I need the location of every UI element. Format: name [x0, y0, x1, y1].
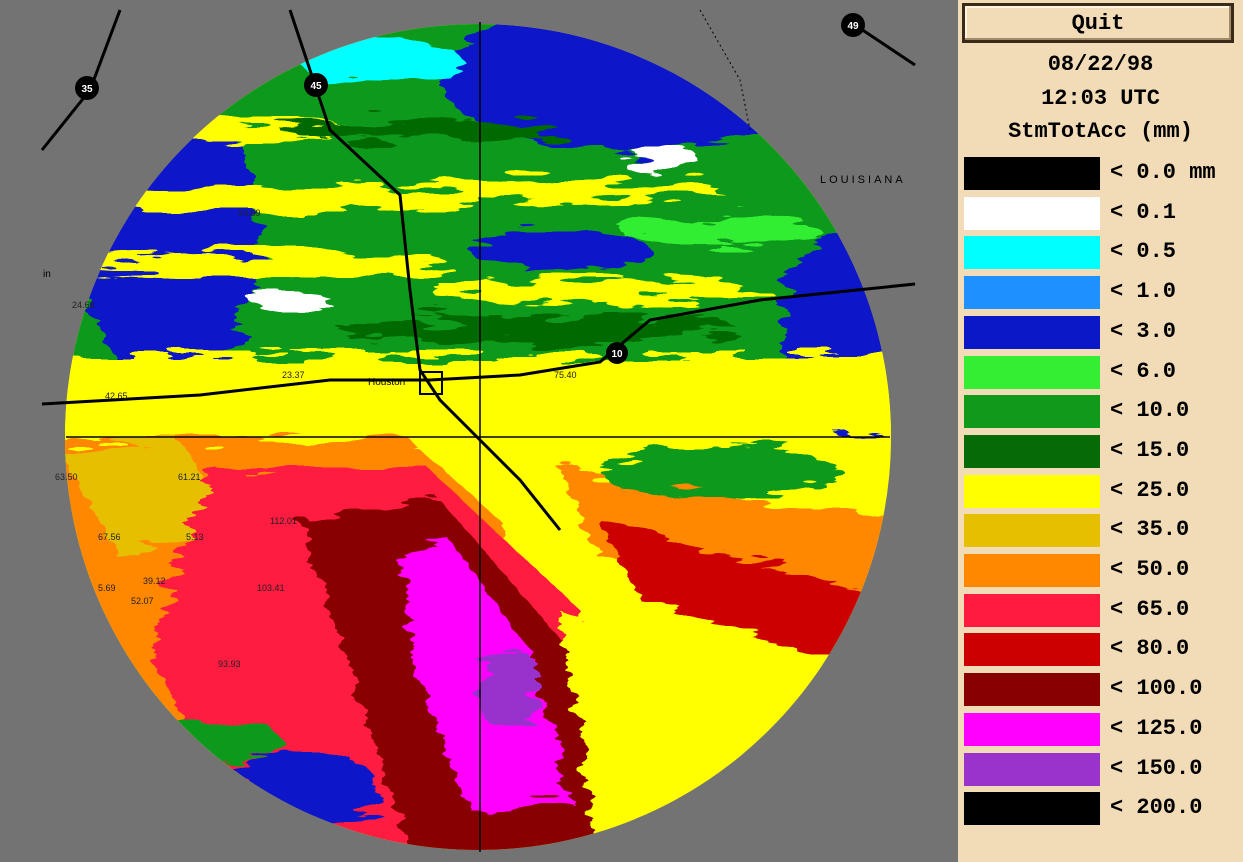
gauge-label: 63.50 — [55, 472, 78, 482]
legend-swatch — [964, 673, 1100, 707]
legend-label: < 0.0 mm — [1110, 160, 1216, 185]
shield-label: 10 — [611, 349, 623, 360]
control-panel: Quit 08/22/98 12:03 UTC StmTotAcc (mm) <… — [958, 0, 1243, 862]
radar-echoes — [65, 24, 891, 850]
legend-label: < 1.0 — [1110, 279, 1177, 305]
legend-swatch — [964, 355, 1100, 389]
legend-label: < 50.0 — [1110, 557, 1190, 582]
gauge-label: 61.21 — [178, 472, 201, 482]
gauge-label: 5.69 — [98, 583, 116, 593]
gauge-label: 112.01 — [270, 516, 297, 526]
gauge-label: 24.68 — [72, 300, 95, 310]
legend-label: < 80.0 — [1110, 636, 1190, 662]
gauge-label: 67.56 — [98, 532, 121, 542]
gauge-label: 39.12 — [143, 576, 166, 586]
legend-swatch — [964, 792, 1100, 826]
legend-label: < 35.0 — [1110, 517, 1190, 543]
legend-swatch — [964, 276, 1100, 310]
legend-swatch — [964, 514, 1100, 548]
legend-label: < 0.1 — [1110, 199, 1177, 225]
radar-map: 35 45 49 10 LOUISIANA Houston in 24.89 2… — [40, 9, 916, 852]
legend-label: < 100.0 — [1110, 676, 1203, 702]
state-label: LOUISIANA — [820, 174, 906, 186]
gauge-label: 23.37 — [282, 370, 305, 380]
legend-label: < 6.0 — [1110, 358, 1177, 384]
gauge-label: 52.07 — [131, 596, 154, 606]
legend-label: < 15.0 — [1110, 437, 1190, 463]
legend-label: < 10.0 — [1110, 398, 1190, 424]
legend-swatch — [964, 196, 1100, 230]
shield-label: 35 — [81, 84, 93, 95]
city-marker — [419, 371, 443, 395]
legend-swatch — [964, 474, 1100, 508]
gauge-label: 5.13 — [186, 532, 204, 542]
gauge-label: 42.65 — [105, 391, 128, 401]
legend-swatch — [964, 752, 1100, 786]
legend-swatch — [964, 395, 1100, 429]
gauge-labels: 24.89 24.68 23.37 42.65 63.50 61.21 67.5… — [55, 208, 577, 669]
gauge-label: 93.93 — [218, 659, 241, 669]
shields: 35 45 49 10 — [75, 13, 865, 364]
shield-label: 49 — [847, 21, 859, 32]
legend-swatch — [964, 593, 1100, 627]
legend-label: < 3.0 — [1110, 318, 1177, 344]
legend-swatch — [964, 554, 1100, 587]
time: 12:03 UTC — [1041, 86, 1160, 111]
legend-label: < 125.0 — [1110, 715, 1203, 741]
gauge-label: 103.41 — [257, 583, 285, 593]
legend-swatch — [964, 712, 1100, 746]
legend-swatch — [964, 315, 1100, 349]
edge-label: in — [43, 269, 51, 280]
legend-label: < 65.0 — [1110, 596, 1190, 622]
legend-label: < 0.5 — [1110, 239, 1177, 265]
legend-label: < 25.0 — [1110, 477, 1190, 503]
city-label: Houston — [368, 377, 405, 388]
legend-swatch — [964, 434, 1100, 468]
legend-label: < 200.0 — [1110, 795, 1203, 821]
shield-label: 45 — [310, 81, 322, 92]
gauge-label: 24.89 — [238, 208, 261, 218]
gauge-label: 75.40 — [554, 370, 577, 380]
quit-button[interactable]: Quit — [962, 3, 1234, 43]
legend-swatch — [964, 236, 1100, 270]
legend-swatch — [964, 633, 1100, 667]
legend-label: < 150.0 — [1110, 755, 1203, 781]
date: 08/22/98 — [1047, 52, 1154, 77]
product: StmTotAcc (mm) — [1008, 119, 1193, 144]
legend-swatch — [964, 157, 1100, 190]
